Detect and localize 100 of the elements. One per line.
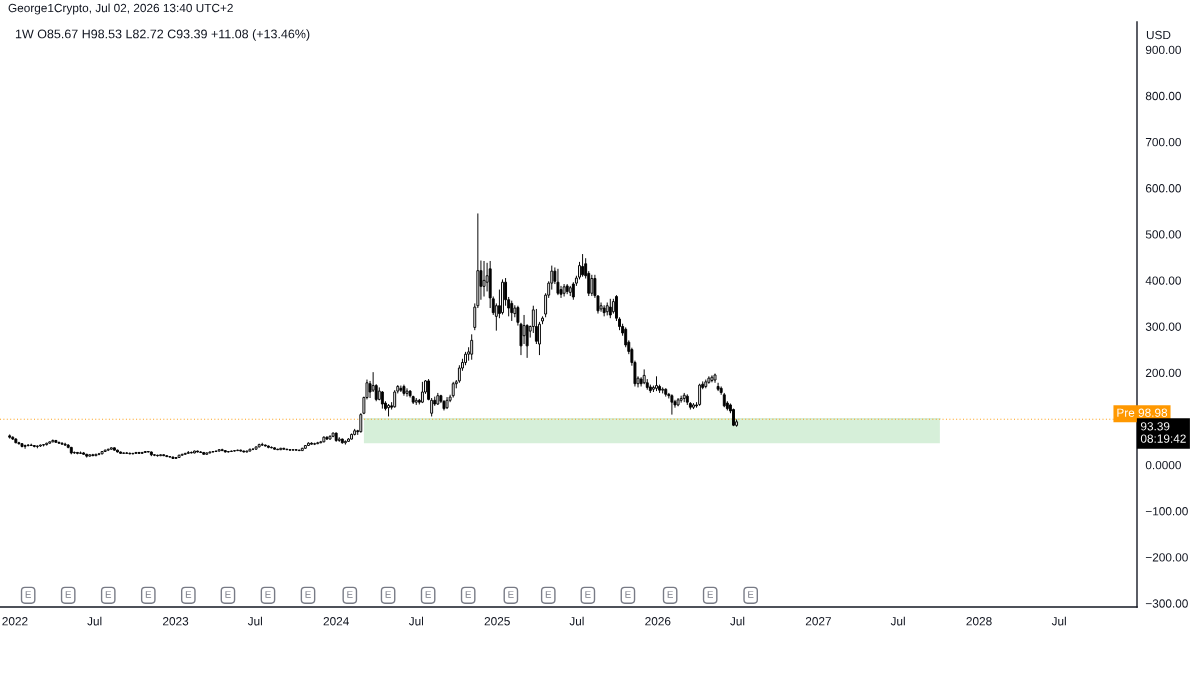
- annotation: E: [585, 591, 591, 598]
- candlestick: [193, 450, 196, 454]
- annotation: E: [625, 591, 631, 598]
- candlestick: [152, 453, 156, 457]
- annotation: E: [508, 591, 514, 598]
- candlestick: [11, 435, 15, 441]
- candlestick: [165, 454, 169, 458]
- candlestick: [174, 456, 178, 459]
- candlestick: [82, 451, 86, 456]
- candlestick: [63, 442, 67, 447]
- candlestick: [85, 453, 89, 459]
- y-tick-label: 500.00: [1145, 230, 1181, 239]
- candlestick: [399, 385, 403, 393]
- candlestick: [217, 448, 221, 453]
- candlestick: [279, 447, 283, 451]
- candlestick: [202, 451, 206, 456]
- x-tick-label: Jul: [87, 616, 102, 626]
- candlestick: [334, 432, 338, 443]
- candlestick: [273, 446, 277, 451]
- candlestick: [100, 450, 104, 455]
- x-tick-label: 2023: [163, 617, 189, 626]
- x-tick-label: Jul: [247, 616, 262, 626]
- candlestick: [313, 442, 317, 446]
- annotation: E: [145, 591, 152, 598]
- candlestick: [254, 445, 258, 451]
- candlestick: [162, 453, 166, 457]
- candlestick: [69, 446, 73, 455]
- candlestick: [685, 393, 689, 406]
- candlestick: [75, 451, 79, 455]
- candlestick: [39, 444, 42, 448]
- candlestick: [445, 396, 449, 410]
- candlestick: [414, 397, 418, 406]
- candlestick: [242, 450, 246, 453]
- candlestick: [223, 449, 227, 453]
- candlestick: [420, 381, 424, 404]
- x-tick-label: Jul: [890, 616, 905, 626]
- annotation: E: [265, 591, 271, 598]
- candlestick: [146, 450, 150, 453]
- x-tick-label: 2022: [2, 617, 28, 626]
- candlestick: [119, 451, 123, 455]
- candlestick: [482, 260, 486, 297]
- candlestick: [676, 397, 680, 407]
- candlestick: [233, 449, 236, 453]
- candlestick: [442, 399, 446, 411]
- y-tick-label: 0.0000: [1145, 460, 1181, 470]
- candlestick: [605, 302, 609, 316]
- annotation: E: [425, 591, 431, 598]
- candlestick: [128, 451, 132, 455]
- candlestick: [664, 387, 668, 398]
- candlestick: [322, 435, 326, 443]
- candlestick: [328, 434, 332, 441]
- annotation: E: [465, 591, 471, 598]
- annotation: E: [707, 591, 714, 598]
- candlestick: [679, 395, 683, 404]
- candlestick: [214, 450, 218, 453]
- candlestick: [236, 449, 240, 452]
- candlestick: [45, 442, 49, 447]
- candlestick: [387, 403, 390, 417]
- candlestick: [581, 253, 585, 278]
- candlestick: [189, 451, 193, 454]
- y-tick-label: 700.00: [1145, 137, 1181, 147]
- candlestick: [405, 387, 409, 398]
- x-tick-label: 2028: [966, 617, 992, 626]
- candlestick: [54, 439, 58, 444]
- candlestick: [337, 436, 341, 443]
- candlestick: [211, 450, 215, 453]
- candlestick: [263, 444, 267, 447]
- annotation: E: [545, 591, 552, 598]
- candlestick: [590, 274, 594, 297]
- annotation: E: [305, 591, 311, 598]
- candlestick: [57, 441, 61, 445]
- candlestick: [140, 451, 144, 455]
- candlestick: [205, 451, 209, 456]
- candlestick: [347, 437, 350, 443]
- candlestick: [380, 390, 384, 410]
- candlestick: [32, 444, 36, 448]
- y-tick-label: 400.00: [1145, 276, 1181, 285]
- candlestick: [682, 392, 686, 403]
- candlestick: [248, 448, 252, 453]
- candlestick: [331, 432, 335, 438]
- candlestick: [245, 450, 249, 453]
- candlestick: [208, 451, 212, 454]
- candlestick: [282, 447, 286, 451]
- candlestick: [125, 451, 129, 455]
- candlestick: [608, 298, 612, 319]
- candlestick: [26, 443, 30, 447]
- candlestick: [143, 450, 147, 454]
- candlestick: [692, 402, 695, 410]
- candlestick: [183, 452, 187, 456]
- candlestick: [713, 373, 717, 384]
- candlestick: [94, 453, 98, 457]
- candlestick: [353, 428, 357, 436]
- candlestick: [29, 443, 33, 447]
- candlestick: [698, 383, 702, 407]
- candlestick: [14, 437, 18, 444]
- x-tick-label: 2026: [645, 617, 671, 626]
- candlestick: [402, 384, 406, 397]
- chart-subtitle: George1Crypto, Jul 02, 2026 13:40 UTC+2: [8, 3, 233, 15]
- candlestick: [316, 441, 320, 445]
- candlestick: [319, 440, 323, 444]
